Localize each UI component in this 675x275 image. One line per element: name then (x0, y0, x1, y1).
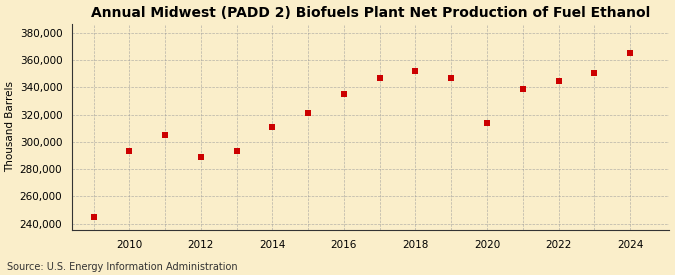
Point (160, 133, 171, 137)
Point (196, 155, 207, 159)
Point (88, 215, 99, 219)
Point (482, 121, 493, 125)
Point (232, 149, 242, 154)
Title: Annual Midwest (PADD 2) Biofuels Plant Net Production of Fuel Ethanol: Annual Midwest (PADD 2) Biofuels Plant N… (91, 6, 651, 20)
Point (517, 87, 528, 91)
Text: Source: U.S. Energy Information Administration: Source: U.S. Energy Information Administ… (7, 262, 238, 272)
Point (553, 78, 564, 83)
Point (624, 51, 635, 56)
Point (124, 149, 135, 154)
Point (446, 76, 457, 80)
Point (589, 70, 599, 75)
Point (375, 76, 385, 80)
Point (339, 92, 350, 97)
Point (303, 111, 314, 116)
Point (267, 125, 278, 129)
Point (410, 69, 421, 73)
Y-axis label: Thousand Barrels: Thousand Barrels (5, 81, 16, 172)
